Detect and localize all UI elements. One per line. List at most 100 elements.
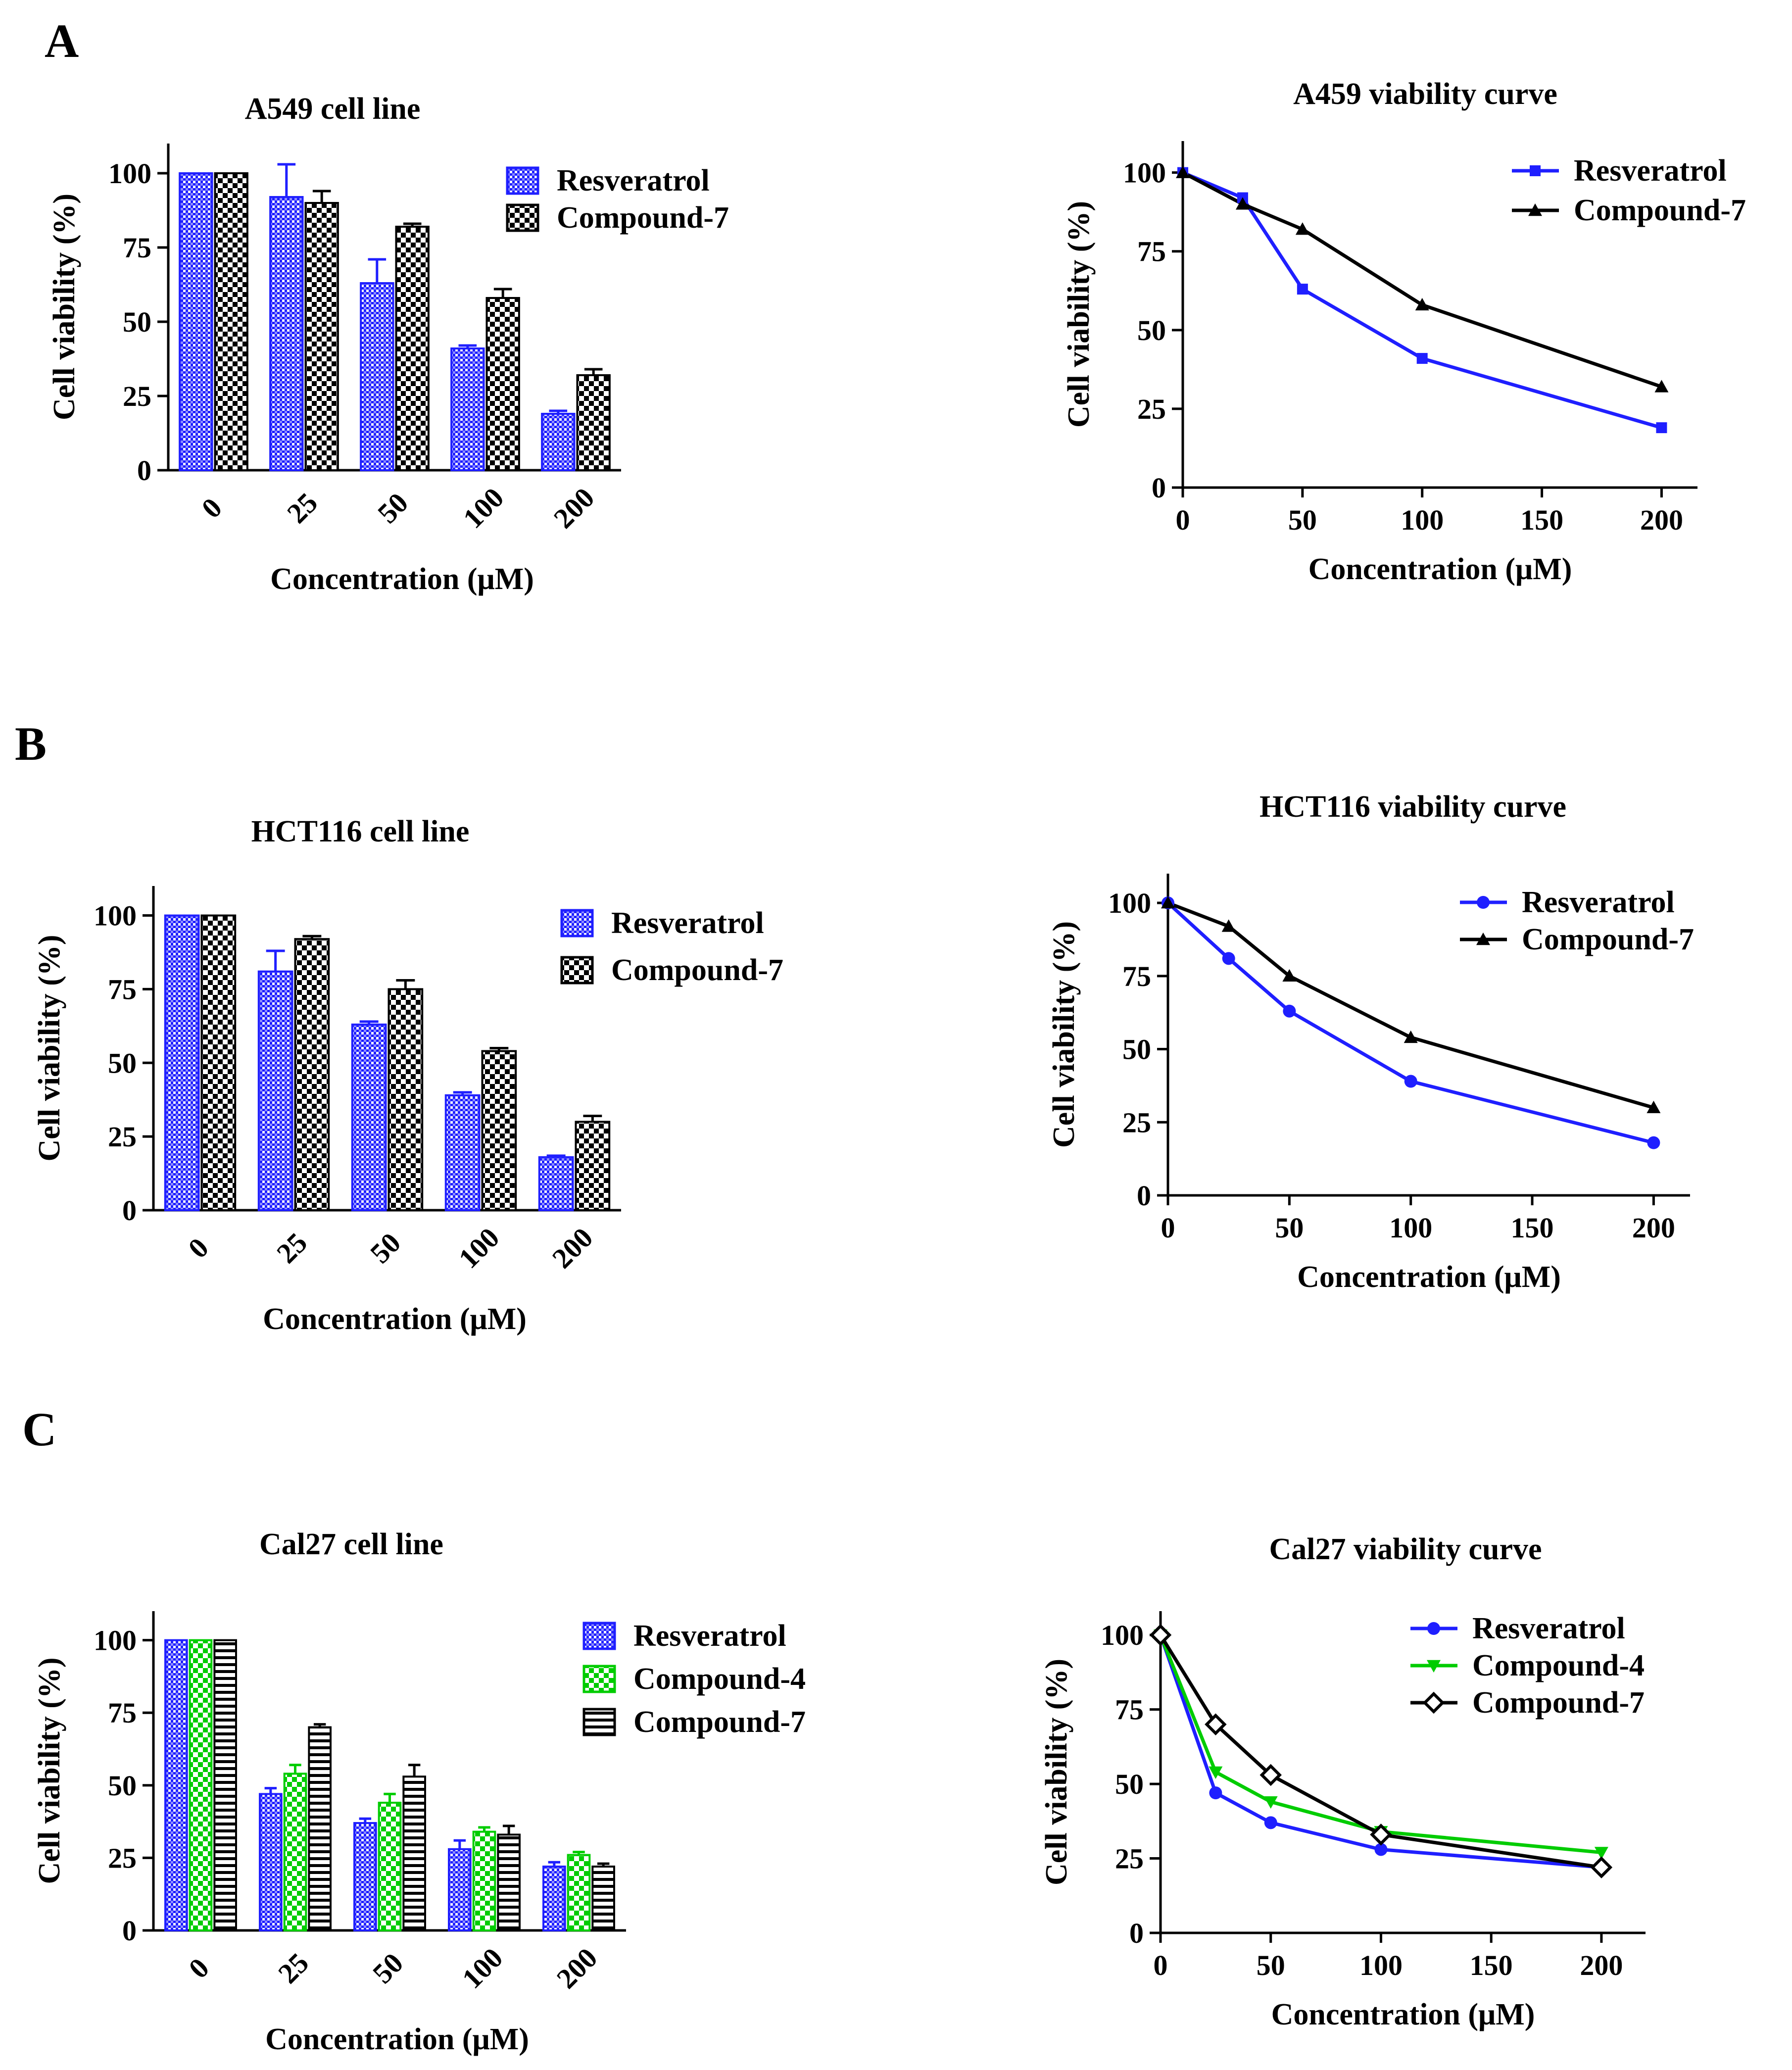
x-tick-label: 0: [182, 1952, 215, 1984]
bar-resveratrol-50: [353, 1822, 377, 1931]
bar-compound-7-0: [214, 172, 248, 471]
y-tick-label: 25: [1115, 1843, 1144, 1875]
x-tick-label: 0: [182, 1232, 214, 1264]
x-axis-label: Concentration (μM): [265, 2022, 529, 2056]
x-tick-label: 150: [1470, 1949, 1513, 1981]
x-axis-label: Concentration (μM): [1297, 1260, 1561, 1294]
y-tick-label: 75: [108, 1697, 137, 1729]
bar-compound-7-200: [591, 1866, 615, 1931]
y-tick-label: 75: [123, 232, 151, 264]
legend-marker-resveratrol: [1427, 1622, 1440, 1635]
point-resveratrol-25: [1209, 1786, 1222, 1800]
bar-compound-4-50: [378, 1802, 402, 1931]
bar-compound-7-50: [402, 1775, 426, 1932]
legend-label-compound-7: Compound-7: [1522, 923, 1694, 956]
x-tick-label: 100: [1389, 1212, 1432, 1244]
chart-title: HCT116 viability curve: [1259, 790, 1566, 824]
y-tick-label: 75: [1115, 1694, 1144, 1726]
x-tick-label: 50: [366, 1947, 409, 1990]
x-tick-label: 100: [1401, 504, 1444, 536]
point-compound-4-25: [1209, 1766, 1223, 1779]
y-axis-label: Cell viability (%): [33, 1657, 66, 1884]
bar-compound-4-100: [472, 1830, 496, 1932]
legend-label-resveratrol: Resveratrol: [611, 906, 764, 940]
bar-compound-7-200: [575, 1121, 611, 1211]
y-tick-label: 75: [108, 973, 137, 1005]
point-resveratrol-100: [1416, 353, 1428, 364]
legend-marker-compound-7: [1528, 203, 1542, 216]
y-axis-label: Cell viability (%): [1040, 1659, 1073, 1885]
a549-bar-chart: 0 25 50 75 100 A549 cell line Cell viability (…: [48, 92, 729, 596]
bar-resveratrol-100: [450, 347, 485, 471]
hct116-viability-line-chart: 0 25 50 75 100 HCT116 viability curve Cell via…: [1047, 790, 1694, 1294]
bar-compound-7-100: [497, 1833, 521, 1931]
point-compound-4-50: [1263, 1796, 1278, 1809]
bar-resveratrol-0: [179, 172, 213, 471]
x-tick-label: 0: [195, 492, 228, 524]
hct116-bar-chart: 0 25 50 75 100 HCT116 cell line Cell viability…: [33, 815, 783, 1336]
y-tick-label: 0: [1152, 472, 1166, 504]
bar-resveratrol-50: [360, 282, 394, 471]
point-compound-7-25: [1235, 197, 1250, 210]
point-compound-7-100: [1404, 1030, 1418, 1043]
bar-resveratrol-200: [541, 413, 576, 471]
legend-label-compound-7: Compound-7: [557, 201, 729, 235]
point-compound-4-200: [1594, 1847, 1608, 1860]
y-tick-label: 25: [1137, 393, 1166, 425]
legend-marker-compound-4: [1427, 1660, 1441, 1673]
y-tick-label: 50: [1137, 314, 1166, 346]
y-tick-label: 75: [1122, 960, 1151, 992]
x-axis-label: Concentration (μM): [1308, 552, 1572, 586]
x-axis-label: Concentration (μM): [263, 1302, 527, 1336]
bar-resveratrol-0: [164, 914, 200, 1211]
y-tick-label: 100: [1108, 887, 1151, 919]
bar-compound-4-0: [189, 1639, 213, 1932]
bar-resveratrol-50: [351, 1023, 387, 1211]
y-tick-label: 25: [123, 380, 151, 412]
panel-letter-c: C: [22, 1403, 56, 1456]
point-compound-7-200: [1647, 1100, 1661, 1113]
bar-compound-7-100: [485, 297, 520, 471]
panel-letter-b: B: [15, 717, 47, 770]
x-tick-label: 200: [1580, 1949, 1623, 1981]
y-tick-label: 100: [1123, 157, 1166, 189]
a459-viability-line-chart: 0 25 50 75 100 A459 viability curve Cell viabi…: [1062, 77, 1746, 586]
y-axis-label: Cell viability (%): [1047, 921, 1081, 1148]
y-tick-label: 0: [122, 1915, 137, 1947]
x-axis-label: Concentration (μM): [1271, 1998, 1535, 2031]
x-tick-label: 100: [456, 1941, 509, 1994]
legend-swatch-resveratrol: [582, 1622, 616, 1650]
bar-compound-7-100: [481, 1050, 517, 1212]
bar-compound-7-25: [308, 1726, 332, 1931]
point-compound-7-0: [1149, 1624, 1172, 1646]
x-tick-label: 50: [1288, 504, 1317, 536]
legend-label-compound-7: Compound-7: [1574, 194, 1746, 227]
bar-compound-7-0: [213, 1639, 237, 1932]
legend-label-resveratrol: Resveratrol: [1574, 154, 1727, 188]
y-tick-label: 25: [108, 1121, 137, 1153]
bar-compound-7-50: [387, 988, 424, 1211]
legend-swatch-compound-7: [582, 1708, 616, 1736]
legend-marker-resveratrol: [1530, 165, 1541, 176]
y-tick-label: 100: [94, 900, 137, 932]
cal27-viability-line-chart: 0 25 50 75 100 Cal27 viability curve Cell viab…: [1040, 1532, 1646, 2031]
x-tick-label: 200: [1640, 504, 1683, 536]
legend-marker-resveratrol: [1477, 896, 1490, 909]
x-tick-label: 50: [1257, 1949, 1285, 1981]
point-resveratrol-50: [1264, 1816, 1277, 1829]
x-tick-label: 0: [1154, 1949, 1168, 1981]
y-tick-label: 0: [1137, 1180, 1151, 1212]
x-tick-label: 150: [1520, 504, 1563, 536]
x-tick-label: 100: [1359, 1949, 1403, 1981]
y-tick-label: 50: [108, 1047, 137, 1079]
point-compound-7-0: [1176, 165, 1190, 178]
x-tick-label: 200: [547, 481, 600, 534]
point-resveratrol-200: [1647, 1136, 1660, 1149]
bar-resveratrol-100: [448, 1848, 472, 1931]
y-tick-label: 25: [1122, 1106, 1151, 1138]
bar-resveratrol-200: [542, 1866, 566, 1931]
x-tick-label: 50: [364, 1227, 407, 1270]
legend-label-compound-4: Compound-4: [1472, 1649, 1645, 1682]
chart-title: Cal27 cell line: [259, 1528, 443, 1561]
